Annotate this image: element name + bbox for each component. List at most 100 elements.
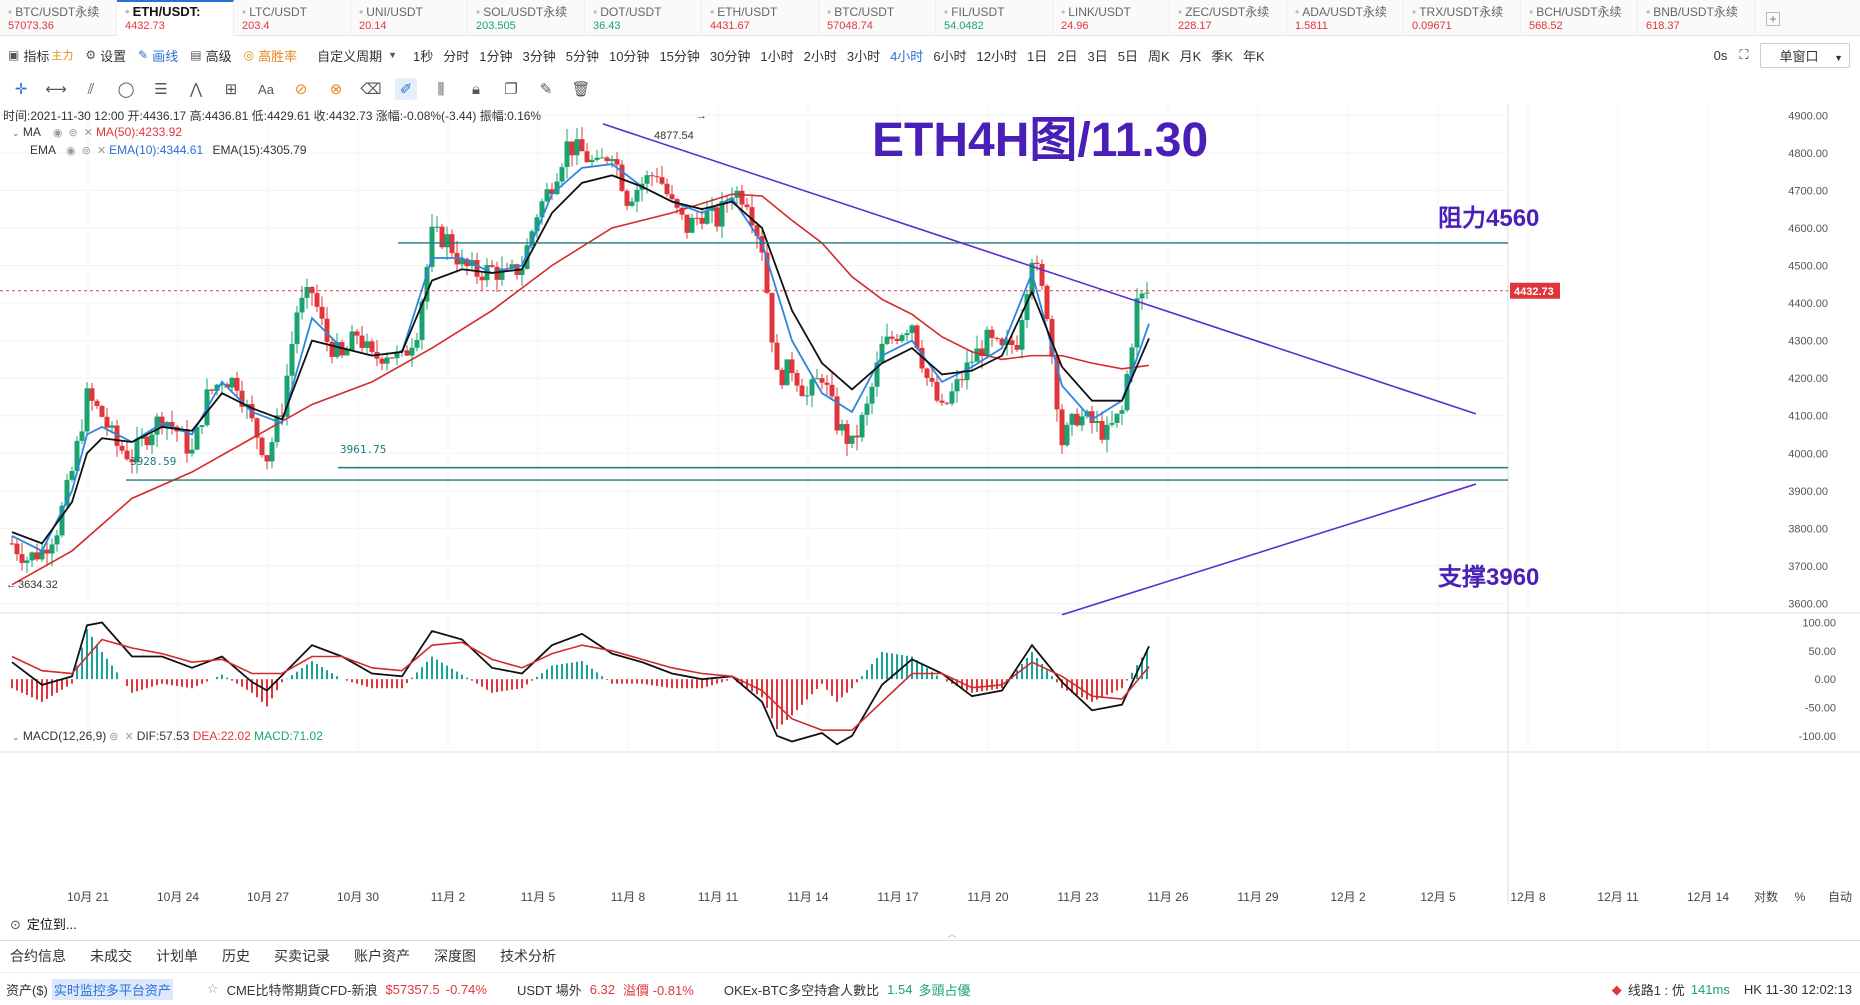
eraser-icon[interactable]: ⌫ [360,81,382,98]
period-14[interactable]: 1日 [1027,48,1048,64]
horizontal-ray-icon[interactable]: ⟷ [45,81,67,98]
custom-period-dropdown[interactable]: 自定义周期 ▼ [317,48,398,64]
axis-option-scale_type[interactable]: 对数 [1754,889,1778,904]
text-tool-icon[interactable]: Aa [258,81,274,97]
period-10[interactable]: 3小时 [846,48,881,64]
period-3[interactable]: 3分钟 [522,48,556,64]
advanced-button[interactable]: ▤ 高级 [190,48,232,64]
settings-small-icon[interactable]: ⊚ [109,731,119,743]
period-11[interactable]: 4小时 [890,48,924,64]
fullscreen-icon[interactable]: ⛶ [1739,47,1749,62]
trash-icon[interactable]: 🗑︎ [571,81,591,98]
candle-body [959,379,965,381]
settings-small-icon[interactable]: ⊚ [68,127,78,139]
period-17[interactable]: 5日 [1117,48,1138,64]
period-2[interactable]: 1分钟 [479,48,513,64]
measure-icon[interactable]: ⊞ [224,81,238,98]
period-4[interactable]: 5分钟 [565,48,599,64]
edit-icon[interactable]: ✎ [539,81,553,98]
asset-monitor-link[interactable]: 实时监控多平台资产 [51,978,173,1000]
period-12[interactable]: 6小时 [933,48,967,64]
bottom-tab-2[interactable]: 计划单 [156,947,198,964]
bottom-tab-5[interactable]: 账户资产 [354,947,410,964]
locate-button[interactable]: ⊙ 定位到... [10,917,77,932]
bottom-tab-1[interactable]: 未成交 [90,947,132,964]
ellipse-icon[interactable]: ◯ [117,81,135,98]
period-6[interactable]: 15分钟 [659,48,700,64]
period-7[interactable]: 30分钟 [709,48,751,64]
candle-body [14,543,20,555]
bottom-tab-4[interactable]: 买卖记录 [274,947,330,964]
draw-button[interactable]: ✎ 画线 [138,48,179,64]
period-5[interactable]: 10分钟 [608,48,650,64]
candle-body [304,286,310,298]
add-ticker-button[interactable]: + [1766,12,1780,26]
bottom-tab-0[interactable]: 合约信息 [10,947,66,964]
period-21[interactable]: 年K [1242,48,1265,64]
period-13[interactable]: 12小时 [976,48,1018,64]
settings-button[interactable]: ⚙ 设置 [85,48,127,64]
collapse-icon[interactable]: ⌄ [12,128,20,138]
crosshair-icon[interactable]: ✛ [14,81,28,98]
settings-small-icon[interactable]: ⊚ [81,145,91,157]
coin-icon: ◎ [243,48,255,62]
period-15[interactable]: 2日 [1057,48,1078,64]
bottom-tab-7[interactable]: 技术分析 [500,947,556,964]
pattern-icon[interactable]: ⋀ [189,81,203,98]
lock-icon[interactable]: 🔒︎ [472,80,480,98]
period-18[interactable]: 周K [1147,48,1170,64]
period-16[interactable]: 3日 [1087,48,1108,64]
close-icon[interactable]: ✕ [83,127,93,139]
ruler-icon[interactable]: ✐ [395,78,417,100]
parallel-lines-icon[interactable]: ⫽ [87,80,95,98]
axis-option-percent[interactable]: % [1795,890,1806,904]
copy-icon[interactable]: ❐ [504,81,518,98]
period-20[interactable]: 季K [1211,48,1233,64]
candle-body [774,342,780,370]
lock-drawings-icon[interactable]: ⊗ [329,81,343,98]
eye-icon[interactable]: ◉ [52,127,63,139]
bars-icon[interactable]: ⫼ [437,80,445,98]
indicator-button[interactable]: ▣ 指标 主力 [8,48,74,64]
winrate-button[interactable]: ◎ 高胜率 [243,48,298,64]
period-1[interactable]: 分时 [443,48,470,64]
window-mode-select[interactable]: 单窗口 ▼ [1760,42,1850,68]
eye-icon[interactable]: ◉ [66,145,76,157]
bottom-tab-3[interactable]: 历史 [222,947,250,964]
bottom-tab-6[interactable]: 深度图 [434,947,476,964]
collapse-icon[interactable]: ⌄ [12,732,20,742]
ticker-tab[interactable]: ETH/USDT:4432.73 [117,0,234,36]
period-9[interactable]: 2小时 [803,48,837,64]
candle-body [34,552,40,560]
close-icon[interactable]: ✕ [96,145,107,157]
candle-body [644,175,650,184]
fib-levels-icon[interactable]: ☰ [154,81,168,98]
star-icon[interactable]: ☆ [206,981,219,996]
magnet-icon[interactable]: ⊘ [294,81,308,98]
candle-body [1069,413,1075,425]
period-19[interactable]: 月K [1179,48,1202,64]
axis-option-auto[interactable]: 自动 [1828,890,1852,904]
panel-resize-handle[interactable]: ︿ [947,929,957,939]
close-icon[interactable]: ✕ [124,731,134,743]
seconds-countdown: 0s [1713,47,1728,63]
price-chart[interactable]: 4900.00 4800.00 4700.00 4600.00 4500.00 4400.… [0,104,1860,904]
period-8[interactable]: 1小时 [760,48,794,64]
candle-body [89,388,95,401]
candle-body [519,268,525,276]
period-0[interactable]: 1秒 [413,48,434,64]
